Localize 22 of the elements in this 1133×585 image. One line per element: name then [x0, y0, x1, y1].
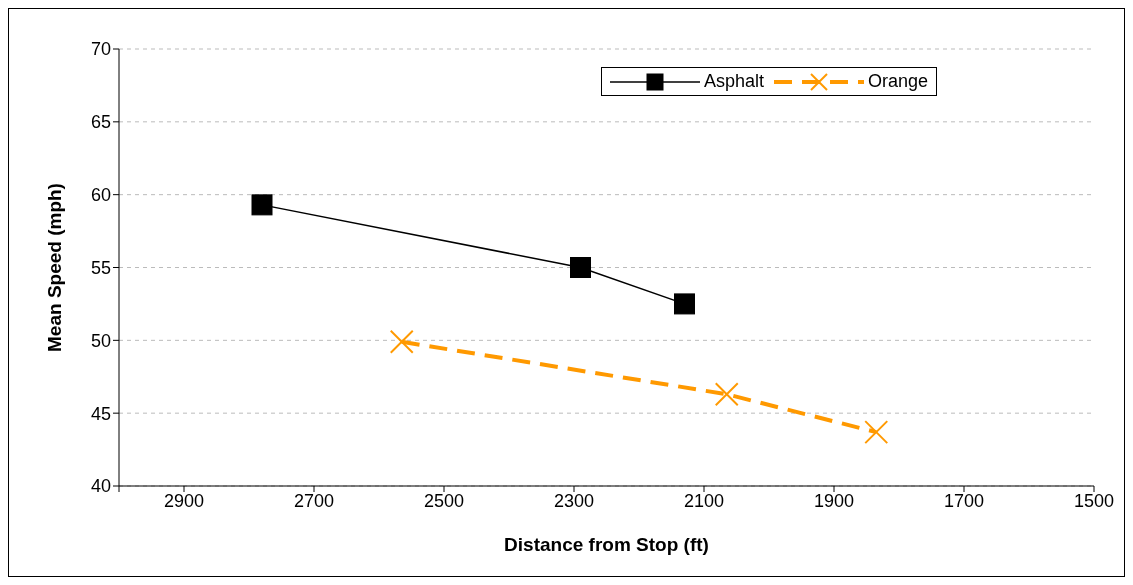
y-axis-title: Mean Speed (mph) [43, 183, 65, 352]
y-tick-label: 40 [90, 476, 111, 497]
y-tick-label: 65 [90, 112, 111, 133]
legend-label: Orange [867, 71, 928, 92]
y-tick-label: 60 [90, 185, 111, 206]
point [570, 257, 591, 278]
y-tick-label: 50 [90, 330, 111, 351]
x-axis-title: Distance from Stop (ft) [504, 534, 709, 555]
x-tick-label: 1500 [1073, 490, 1115, 511]
point [251, 194, 273, 216]
x-tick-label: 2900 [163, 490, 205, 511]
x-tick-label: 2300 [553, 490, 595, 511]
legend-label: Asphalt [703, 71, 764, 92]
x-tick-label: 1900 [813, 490, 855, 511]
point [674, 293, 695, 315]
x-tick-label: 2100 [683, 490, 725, 511]
x-tick-label: 2500 [423, 490, 465, 511]
x-tick-label: 1700 [943, 490, 985, 511]
y-tick-label: 70 [90, 39, 111, 60]
y-tick-label: 55 [90, 257, 111, 278]
x-tick-label: 2700 [293, 490, 335, 511]
y-tick-label: 45 [90, 403, 111, 424]
